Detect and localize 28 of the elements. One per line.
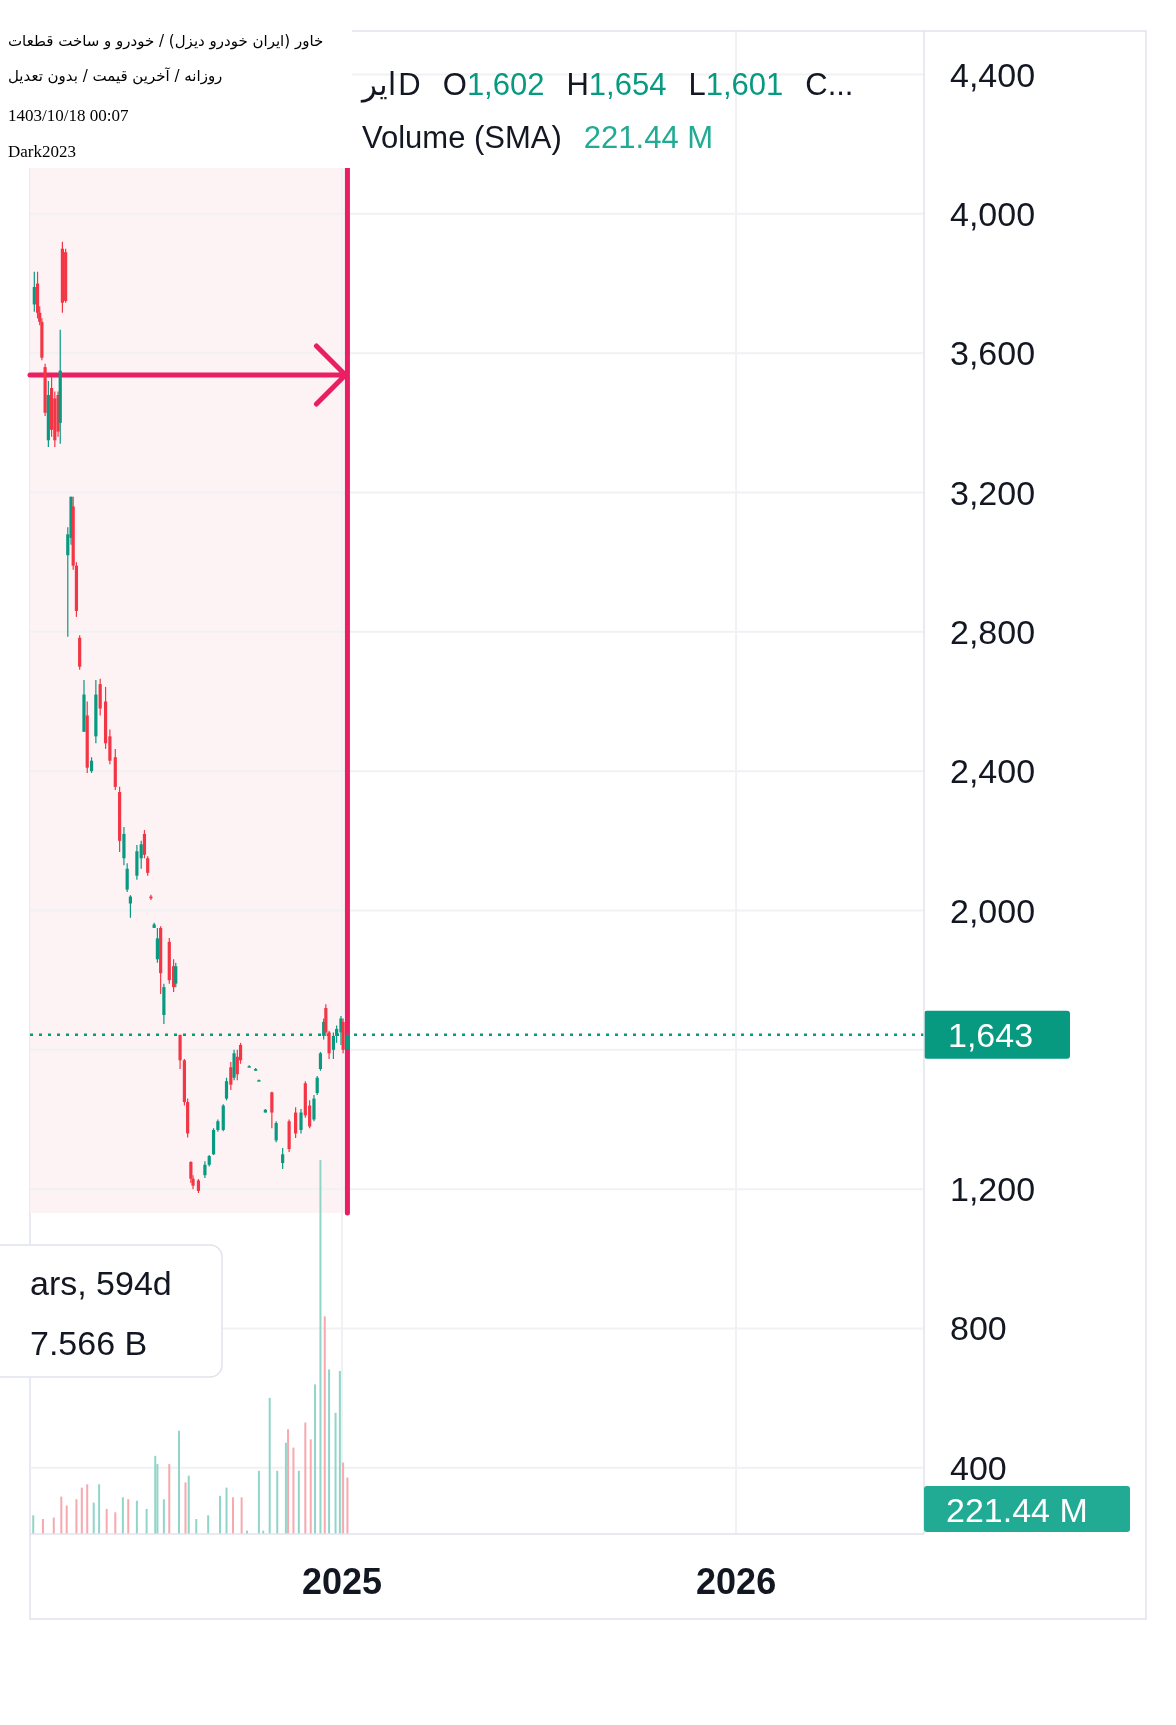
annotation: H1,654: [566, 67, 667, 102]
annotation: D: [398, 67, 421, 102]
y-tick-label: 400: [950, 1448, 1007, 1487]
x-tick-label: 2026: [696, 1561, 777, 1602]
y-tick-label: 3,600: [950, 334, 1036, 373]
y-tick-label: 2,400: [950, 752, 1036, 791]
text: روزانه / آخرین قیمت / بدون تعدیل: [8, 67, 223, 85]
y-tick-label: 4,000: [950, 194, 1036, 233]
y-tick-label: 2,000: [950, 891, 1036, 930]
annotation: 1403/10/18 00:07: [8, 106, 129, 125]
x-tick-label: 2025: [301, 1561, 383, 1602]
annotation: C...: [805, 67, 854, 102]
y-tick-label: 4,400: [950, 55, 1036, 94]
ref-line-label: 1,643: [948, 1015, 1034, 1054]
annotation: O1,602: [442, 67, 545, 102]
chart-title: خاور (ایران خودرو دیزل) / خودرو و ساخت قطعات: [8, 32, 324, 50]
annotation: L1,601: [688, 67, 784, 102]
annotation: Dark2023: [8, 142, 76, 161]
text: 221.44 M: [946, 1491, 1088, 1529]
annotation: ars, 594d: [30, 1264, 172, 1302]
annotation: ایر: [360, 66, 397, 103]
annotation: 7.566 B: [30, 1324, 148, 1362]
y-tick-label: 2,800: [950, 612, 1036, 651]
annotation: 221.44 M: [583, 120, 714, 155]
y-tick-label: 3,200: [950, 473, 1036, 512]
annotation: Volume (SMA): [362, 120, 562, 155]
y-tick-label: 1,200: [950, 1170, 1036, 1209]
y-tick-label: 800: [950, 1309, 1007, 1348]
